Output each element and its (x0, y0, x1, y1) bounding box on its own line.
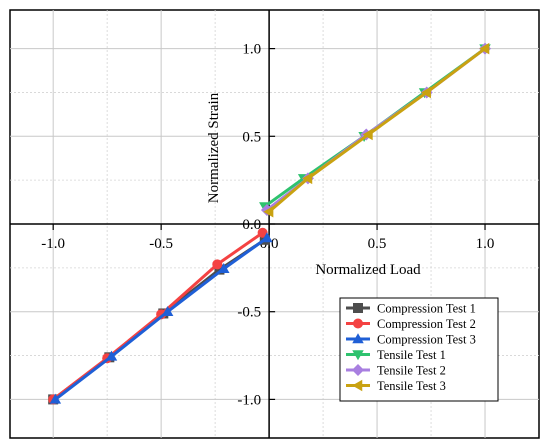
y-tick-label: 0.5 (242, 129, 261, 145)
data-point (214, 264, 225, 275)
y-axis-title: Normalized Strain (206, 92, 222, 203)
data-point (362, 128, 373, 141)
data-point (420, 86, 431, 99)
y-tick-label: -1.0 (237, 392, 261, 408)
legend-label: Tensile Test 1 (377, 348, 446, 362)
legend-swatch-marker (352, 379, 363, 392)
series-group (263, 42, 490, 218)
x-tick-label: 1.0 (476, 236, 495, 252)
data-point (302, 172, 313, 185)
series-group (49, 232, 273, 404)
y-tick-label: 1.0 (242, 42, 261, 58)
y-tick-label: 0.0 (242, 217, 261, 233)
legend-label: Compression Test 2 (377, 317, 476, 331)
x-tick-label: -1.0 (41, 236, 65, 252)
legend-label: Tensile Test 2 (377, 364, 446, 378)
series-layer (48, 42, 492, 405)
x-tick-label: -0.5 (149, 236, 173, 252)
data-point (161, 305, 174, 316)
data-point (212, 259, 223, 270)
legend-label: Compression Test 1 (377, 302, 476, 316)
y-tick-label: -0.5 (237, 305, 261, 321)
x-tick-label: 0.5 (368, 236, 387, 252)
data-point (156, 309, 167, 320)
ticks: -1.0-0.50.00.51.0-1.0-0.50.00.51.0 (41, 42, 494, 409)
data-point (263, 205, 274, 218)
legend-swatch-marker (353, 303, 363, 313)
legend-swatch-marker (352, 350, 364, 361)
data-point (479, 42, 490, 55)
legend-label: Compression Test 3 (377, 333, 476, 347)
legend-box (339, 297, 499, 402)
data-point (257, 227, 268, 238)
x-axis-title: Normalized Load (315, 262, 421, 278)
data-point (261, 232, 273, 243)
data-point (218, 262, 230, 273)
legend-swatch-marker (353, 318, 363, 329)
data-point (49, 393, 62, 404)
data-point (105, 350, 118, 361)
legend-swatch-marker (352, 333, 364, 344)
legend-swatch-marker (352, 364, 364, 376)
legend-label: Tensile Test 3 (377, 379, 446, 393)
